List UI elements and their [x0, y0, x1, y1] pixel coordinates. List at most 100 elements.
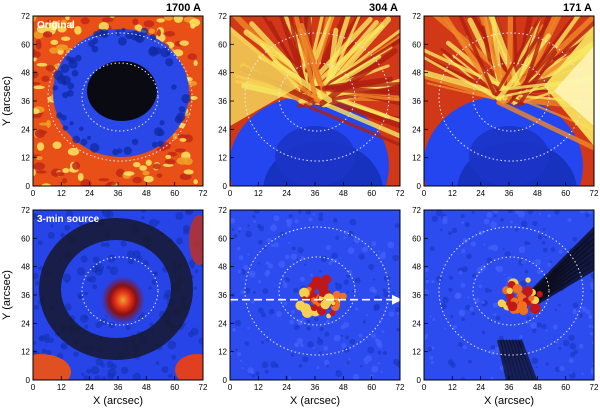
y-tick-label: 12 [21, 348, 30, 357]
x-tick-label: 12 [254, 383, 263, 392]
penumbra-contour [244, 32, 390, 162]
x-tick-label: 48 [339, 383, 348, 392]
y-tick-label: 60 [412, 40, 421, 49]
x-tick-label: 12 [254, 189, 263, 198]
x-tick-label: 36 [505, 189, 514, 198]
y-tick-label: 72 [412, 12, 421, 21]
y-tick-label: 0 [417, 182, 422, 191]
x-tick-label: 72 [199, 383, 208, 392]
x-tick-label: 24 [476, 189, 485, 198]
x-tick-label: 60 [170, 383, 179, 392]
y-tick-label: 12 [412, 154, 421, 163]
panel-src1700: 00 12 12 24 24 36 36 48 48 60 60 72 72 3-min source X … [1, 206, 208, 407]
x-tick-label: 72 [590, 383, 599, 392]
umbra-contour [472, 62, 550, 132]
y-tick-label: 0 [417, 376, 422, 385]
x-tick-label: 24 [476, 383, 485, 392]
umbra-contour [472, 256, 550, 326]
y-tick-label: 48 [218, 263, 227, 272]
x-tick-label: 36 [114, 189, 123, 198]
wavelength-title: 304 A [369, 2, 398, 14]
x-tick-label: 24 [282, 383, 291, 392]
y-tick-label: 36 [218, 291, 227, 300]
x-tick-label: 12 [57, 189, 66, 198]
x-tick-label: 0 [422, 383, 427, 392]
y-tick-label: 24 [21, 319, 30, 328]
x-tick-label: 36 [311, 189, 320, 198]
y-axis-label: Y (arcsec) [1, 270, 13, 320]
y-tick-label: 36 [21, 291, 30, 300]
x-axis-label: X (arcsec) [484, 395, 534, 407]
x-tick-label: 24 [85, 383, 94, 392]
y-tick-label: 24 [218, 125, 227, 134]
y-axis-label: Y (arcsec) [1, 76, 13, 126]
x-tick-label: 60 [367, 383, 376, 392]
y-tick-label: 48 [21, 69, 30, 78]
y-tick-label: 60 [21, 40, 30, 49]
x-tick-label: 0 [422, 189, 427, 198]
x-tick-label: 72 [396, 383, 405, 392]
y-tick-label: 0 [223, 182, 228, 191]
panel-image [33, 16, 203, 186]
y-tick-label: 60 [218, 40, 227, 49]
y-tick-label: 0 [26, 182, 31, 191]
y-tick-label: 24 [21, 125, 30, 134]
x-tick-label: 48 [142, 383, 151, 392]
x-tick-label: 0 [31, 383, 36, 392]
x-tick-label: 72 [590, 189, 599, 198]
panel-src171: 00 12 12 24 24 36 36 48 48 60 60 72 72 X (arcsec) [412, 206, 599, 407]
y-tick-label: 72 [218, 12, 227, 21]
umbra-contour [278, 62, 356, 132]
penumbra-contour [47, 32, 193, 162]
x-tick-label: 48 [533, 189, 542, 198]
x-tick-label: 60 [561, 189, 570, 198]
panel-orig304: 00 12 12 24 24 36 36 48 48 60 60 72 72 304 A [218, 2, 405, 198]
x-tick-label: 12 [448, 189, 457, 198]
x-tick-label: 60 [561, 383, 570, 392]
panel-image [424, 210, 594, 380]
panel-image [424, 16, 594, 186]
y-tick-label: 36 [218, 97, 227, 106]
y-tick-label: 72 [21, 12, 30, 21]
y-tick-label: 36 [412, 97, 421, 106]
panel-orig171: 00 12 12 24 24 36 36 48 48 60 60 72 72 171 A [412, 2, 599, 198]
x-tick-label: 72 [396, 189, 405, 198]
x-tick-label: 60 [170, 189, 179, 198]
x-tick-label: 36 [505, 383, 514, 392]
umbra-contour [81, 62, 159, 132]
x-tick-label: 60 [367, 189, 376, 198]
y-tick-label: 72 [21, 206, 30, 215]
y-tick-label: 72 [412, 206, 421, 215]
penumbra-contour [438, 32, 584, 162]
y-tick-label: 0 [223, 376, 228, 385]
y-tick-label: 60 [412, 234, 421, 243]
x-tick-label: 0 [228, 189, 233, 198]
inset-label: Original [37, 20, 75, 31]
x-tick-label: 12 [448, 383, 457, 392]
y-tick-label: 48 [412, 263, 421, 272]
x-tick-label: 48 [339, 189, 348, 198]
wavelength-title: 171 A [563, 2, 592, 14]
y-tick-label: 24 [412, 125, 421, 134]
x-tick-label: 48 [142, 189, 151, 198]
penumbra-contour [438, 226, 584, 356]
x-tick-label: 72 [199, 189, 208, 198]
panel-orig1700: 00 12 12 24 24 36 36 48 48 60 60 72 72 1700 A Original… [1, 2, 208, 198]
y-tick-label: 60 [218, 234, 227, 243]
x-tick-label: 0 [228, 383, 233, 392]
x-tick-label: 24 [282, 189, 291, 198]
x-tick-label: 0 [31, 189, 36, 198]
y-tick-label: 24 [412, 319, 421, 328]
y-tick-label: 48 [412, 69, 421, 78]
umbra-contour [278, 256, 356, 326]
x-tick-label: 48 [533, 383, 542, 392]
y-tick-label: 0 [26, 376, 31, 385]
y-tick-label: 72 [218, 206, 227, 215]
umbra-contour [81, 256, 159, 326]
x-tick-label: 24 [85, 189, 94, 198]
x-tick-label: 36 [114, 383, 123, 392]
x-axis-label: X (arcsec) [93, 395, 143, 407]
inset-label: 3-min source [37, 214, 100, 225]
x-tick-label: 12 [57, 383, 66, 392]
